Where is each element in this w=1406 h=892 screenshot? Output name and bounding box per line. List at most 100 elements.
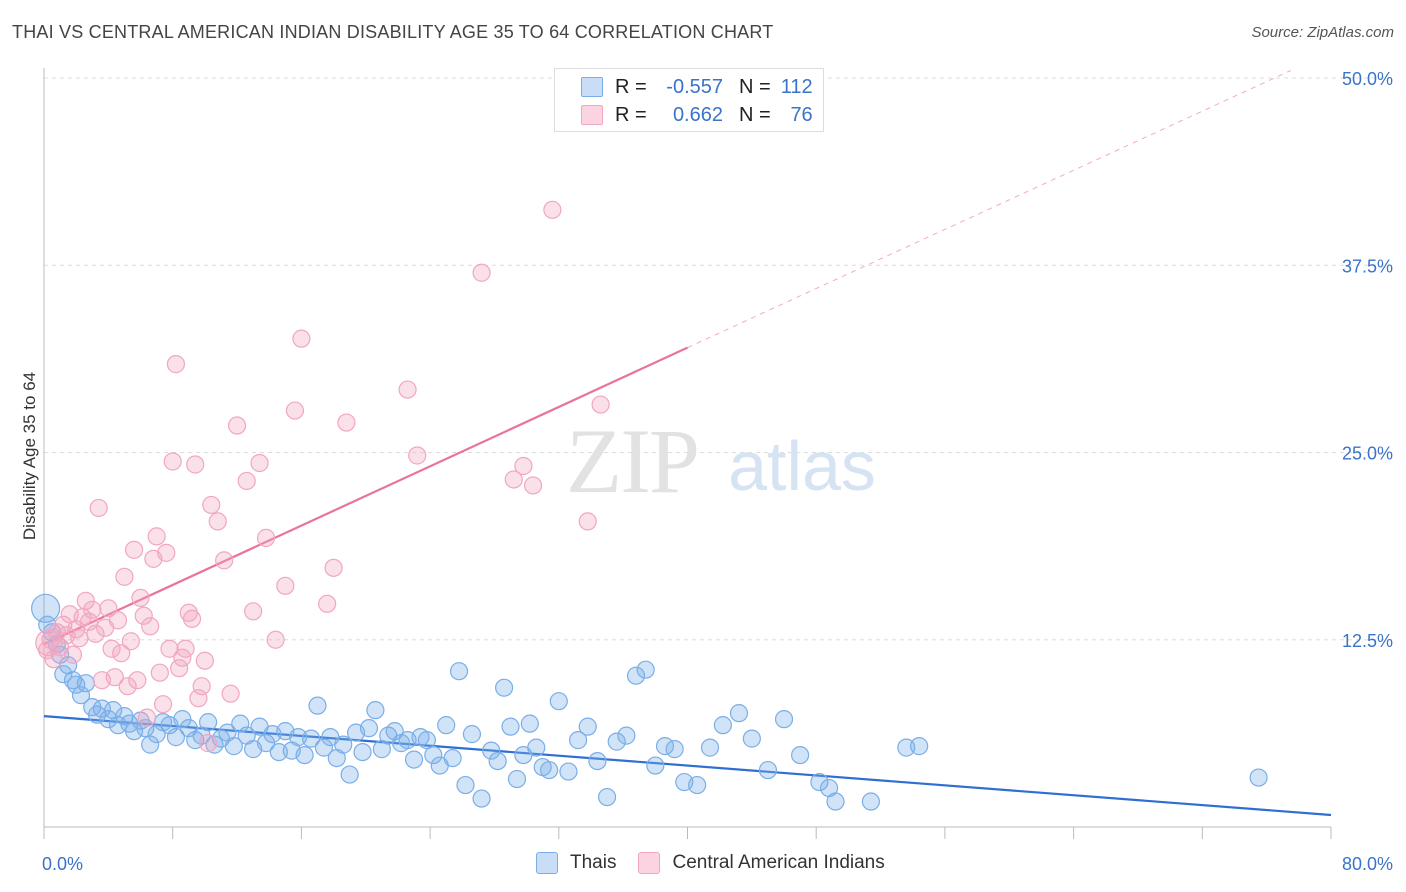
data-point-thais	[688, 775, 707, 795]
data-point-thais	[540, 760, 559, 780]
data-point-central-american-indians	[105, 668, 124, 687]
data-point-thais	[353, 742, 372, 762]
data-point-thais	[314, 738, 334, 757]
y-tick-label: 50.0%	[1342, 69, 1393, 89]
data-point-thais	[334, 735, 353, 754]
data-point-central-american-indians	[192, 677, 211, 696]
data-point-central-american-indians	[76, 591, 95, 610]
data-point-central-american-indians	[256, 528, 276, 547]
y-tick-label: 12.5%	[1342, 631, 1393, 651]
source-label: Source: ZipAtlas.com	[1251, 24, 1394, 41]
legend-r-label: R =	[615, 103, 647, 126]
data-point-central-american-indians	[198, 734, 218, 753]
data-point-thais	[507, 769, 527, 789]
data-point-thais	[67, 675, 86, 694]
data-point-central-american-indians	[35, 629, 63, 657]
data-point-thais	[626, 666, 646, 685]
data-point-central-american-indians	[112, 644, 131, 663]
data-point-thais	[861, 792, 880, 811]
data-point-thais	[700, 738, 720, 757]
series-legend-thais[interactable]: Thais	[536, 852, 616, 874]
data-point-central-american-indians	[99, 599, 118, 618]
data-point-central-american-indians	[170, 659, 189, 678]
data-point-thais	[308, 696, 327, 715]
data-point-central-american-indians	[504, 470, 523, 489]
data-point-thais	[597, 787, 617, 807]
data-point-central-american-indians	[131, 588, 150, 607]
legend-r-label: R =	[615, 75, 647, 98]
data-point-central-american-indians	[244, 602, 263, 621]
data-point-central-american-indians	[141, 617, 160, 636]
data-point-thais	[462, 725, 482, 744]
data-point-thais	[166, 728, 186, 747]
data-point-central-american-indians	[160, 639, 179, 658]
data-point-central-american-indians	[250, 453, 269, 473]
data-point-thais	[665, 740, 684, 759]
data-point-thais	[501, 717, 520, 736]
data-point-central-american-indians	[121, 632, 140, 651]
watermark-atlas: atlas	[728, 427, 876, 505]
data-point-thais	[826, 792, 845, 811]
watermark-zip: ZIP	[566, 410, 698, 512]
series-label-central-american-indians: Central American Indians	[672, 852, 885, 873]
legend-r-value-central-american-indians: 0.662	[672, 103, 723, 126]
data-point-central-american-indians	[398, 380, 417, 399]
data-point-thais	[256, 734, 276, 753]
data-point-thais	[636, 660, 655, 679]
series-swatch-thais	[536, 852, 558, 874]
legend-swatch-central-american-indians	[581, 105, 603, 125]
correlation-legend: R = -0.557 N = 112 R = 0.662 N = 76	[554, 68, 824, 132]
data-point-central-american-indians	[208, 512, 227, 531]
data-point-thais	[366, 701, 385, 720]
data-point-central-american-indians	[221, 684, 240, 703]
legend-swatch-thais	[581, 77, 603, 97]
data-point-thais	[588, 751, 607, 771]
data-point-thais	[617, 726, 636, 745]
series-legend: Thais Central American Indians	[536, 852, 907, 874]
data-point-thais	[54, 665, 73, 684]
legend-n-value-thais: 112	[780, 75, 813, 98]
data-point-central-american-indians	[318, 594, 337, 613]
data-point-thais	[124, 722, 144, 741]
trend-line	[43, 715, 1332, 817]
data-point-central-american-indians	[408, 446, 427, 465]
data-point-central-american-indians	[134, 606, 153, 625]
data-point-thais	[569, 731, 588, 750]
data-point-central-american-indians	[591, 395, 610, 414]
data-point-central-american-indians	[70, 629, 89, 648]
data-point-central-american-indians	[514, 456, 533, 476]
data-point-thais	[359, 719, 379, 738]
series-legend-central-american-indians[interactable]: Central American Indians	[638, 852, 885, 874]
data-point-central-american-indians	[189, 689, 208, 708]
data-point-central-american-indians	[202, 495, 221, 515]
data-point-central-american-indians	[157, 543, 176, 562]
data-point-central-american-indians	[86, 624, 105, 643]
data-point-thais	[810, 772, 829, 792]
data-point-central-american-indians	[237, 471, 256, 491]
x-tick-label: 0.0%	[42, 854, 83, 874]
trend-line	[43, 346, 688, 646]
data-point-thais	[404, 750, 424, 769]
y-tick-label: 37.5%	[1342, 256, 1393, 276]
data-point-central-american-indians	[285, 401, 305, 420]
data-point-central-american-indians	[163, 452, 182, 471]
data-point-thais	[742, 729, 761, 748]
data-point-thais	[774, 710, 794, 729]
tick-labels: 12.5% 25.0% 37.5% 50.0% 0.0% 80.0%	[42, 69, 1393, 874]
data-point-central-american-indians	[102, 639, 121, 658]
data-point-thais	[1249, 768, 1268, 787]
data-point-central-american-indians	[337, 413, 356, 432]
data-point-thais	[173, 710, 192, 729]
data-point-thais	[520, 714, 539, 733]
data-point-central-american-indians	[472, 263, 491, 282]
trend-line-extended	[687, 70, 1291, 349]
data-point-central-american-indians	[128, 671, 147, 690]
y-tick-label: 25.0%	[1342, 444, 1393, 464]
data-point-thais	[443, 748, 462, 768]
axes	[43, 68, 1332, 839]
series-label-thais: Thais	[570, 852, 617, 873]
data-point-thais	[417, 731, 436, 750]
x-tick-label: 80.0%	[1342, 854, 1393, 874]
data-point-central-american-indians	[215, 551, 234, 570]
